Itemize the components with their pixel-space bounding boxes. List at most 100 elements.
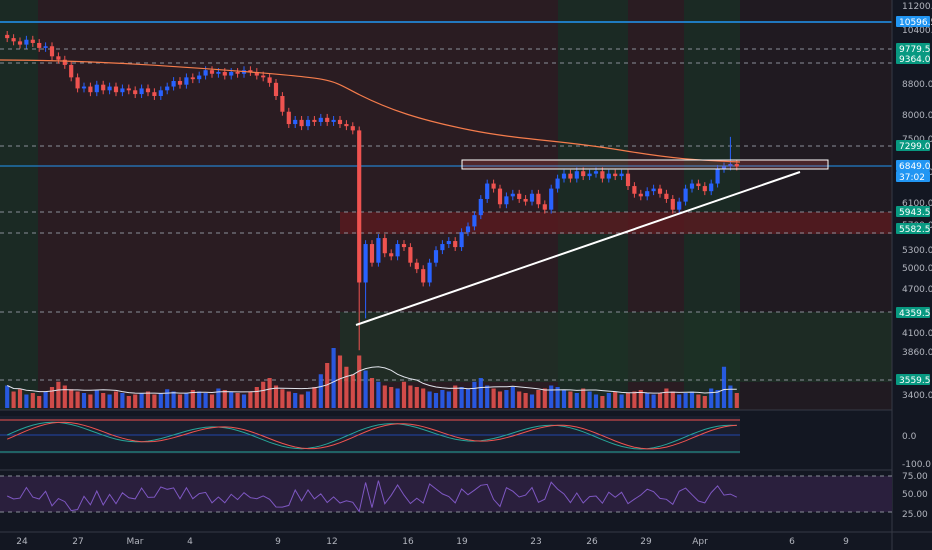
volume-bar [139, 393, 144, 408]
candle [433, 250, 439, 263]
volume-bar [510, 387, 515, 408]
candle [229, 71, 234, 76]
volume-bar [190, 390, 195, 408]
price-tag-label: 4359.5 [899, 309, 931, 319]
volume-bar [280, 389, 285, 408]
price-tag-label: 7299.0 [899, 142, 931, 152]
candle [446, 241, 451, 245]
candle [472, 215, 477, 227]
candle [600, 171, 605, 179]
volume-bar [440, 390, 445, 408]
volume-bar [177, 394, 183, 408]
candle [568, 173, 573, 179]
date-tick-label: 29 [640, 537, 652, 547]
volume-bar [37, 396, 42, 408]
background-bands [0, 0, 892, 410]
candle [325, 117, 330, 122]
price-tick-label: 5300.0 [902, 246, 932, 256]
rsi-tick-label: 25.00 [902, 510, 928, 520]
resistance-box[interactable] [461, 159, 829, 170]
volume-bar [561, 390, 567, 408]
candle [331, 119, 336, 122]
candle [478, 198, 483, 216]
volume-bar [574, 393, 579, 408]
volume-bar [299, 394, 304, 408]
candle [235, 71, 240, 74]
candle [421, 269, 426, 283]
candle [62, 59, 67, 65]
volume-bar [318, 374, 323, 408]
volume-bar [536, 390, 541, 408]
volume-bar [625, 393, 631, 408]
candle [337, 119, 343, 125]
candle [638, 193, 643, 197]
candle [209, 70, 215, 74]
candle [120, 88, 125, 93]
candle [536, 193, 541, 205]
volume-bar [145, 391, 151, 408]
date-tick-label: 4 [187, 537, 193, 547]
volume-bar [472, 381, 477, 408]
candle [491, 183, 496, 189]
volume-bar [593, 394, 599, 408]
volume-bar [5, 385, 10, 408]
volume-bar [11, 391, 16, 408]
volume-bar [81, 393, 87, 408]
volume-bar [350, 374, 355, 408]
price-tag-label: 37:02 [899, 173, 925, 183]
candle [395, 244, 400, 257]
candle [357, 130, 362, 283]
candle [101, 84, 106, 91]
volume-bar [619, 394, 624, 408]
volume-bar [69, 389, 74, 408]
candle [363, 244, 368, 283]
candle [126, 88, 131, 91]
price-tag-label: 5943.5 [899, 208, 931, 218]
price-tag [896, 374, 930, 385]
price-tag [896, 223, 930, 234]
volume-bar [587, 391, 592, 408]
volume-bar [56, 381, 61, 408]
price-tick-label: 8000.0 [902, 111, 932, 121]
price-tick-label: 3400.0 [902, 391, 932, 401]
candle [401, 244, 407, 248]
volume-bar [43, 391, 48, 408]
price-tag-label: 9779.5 [899, 45, 931, 55]
candle [203, 70, 208, 76]
candle [651, 188, 656, 192]
volume-bar [421, 388, 426, 408]
volume-bar [344, 366, 349, 408]
ascending-trendline[interactable] [355, 171, 801, 326]
volume-bar [401, 381, 407, 408]
candle [549, 188, 554, 210]
volume-bar [389, 387, 394, 408]
candle [593, 171, 599, 174]
date-axis: 24 27 Mar 4 9 12 16 19 23 26 29 Apr 6 9 [16, 537, 849, 547]
price-tick-label: 8800.0 [902, 80, 932, 90]
volume-bar [158, 393, 163, 408]
rsi-tick-label: 75.00 [902, 472, 928, 482]
candle [587, 173, 592, 177]
volume-bar [107, 394, 112, 408]
volume-bar [664, 388, 669, 408]
volume-bar [632, 391, 637, 408]
volume-bar [497, 391, 503, 408]
candle [606, 173, 611, 179]
volume-bar [645, 393, 650, 408]
candle [376, 238, 381, 263]
candle [37, 42, 42, 48]
candle [171, 81, 176, 87]
volume-bar [638, 390, 643, 408]
price-tag [896, 206, 930, 217]
volume-bar [126, 396, 131, 408]
candle [145, 88, 151, 93]
candle [504, 196, 509, 205]
candle [523, 198, 528, 202]
candle [677, 201, 682, 210]
price-tick-label: 4100.0 [902, 329, 932, 339]
price-tag [896, 171, 930, 182]
candle [280, 96, 285, 112]
candle [184, 77, 189, 85]
